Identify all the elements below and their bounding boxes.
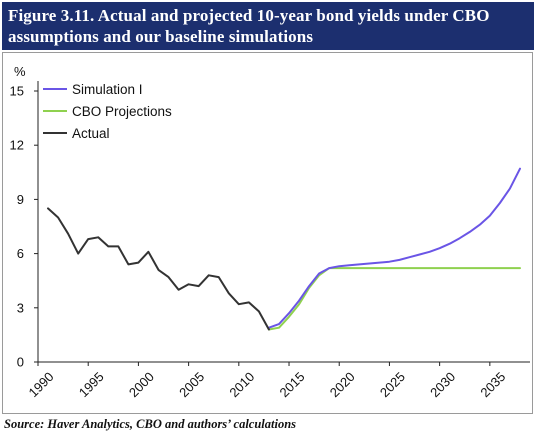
x-tick-label: 2035 bbox=[477, 369, 508, 400]
x-tick-label: 2000 bbox=[126, 369, 157, 400]
figure-title-line-2: assumptions and our baseline simulations bbox=[8, 27, 314, 46]
y-tick-label: 9 bbox=[17, 192, 24, 207]
legend-label-cbo-projections: CBO Projections bbox=[72, 104, 172, 119]
x-tick-label: 2020 bbox=[327, 369, 358, 400]
figure-source: Source: Haver Analytics, CBO and authors… bbox=[4, 417, 297, 431]
x-tick-label: 1990 bbox=[26, 369, 57, 400]
y-tick-label: 6 bbox=[17, 246, 24, 261]
y-axis-label: % bbox=[14, 64, 26, 79]
legend-label-actual: Actual bbox=[72, 126, 110, 141]
x-tick-label: 2010 bbox=[226, 369, 257, 400]
series-line-simulation-i bbox=[267, 167, 521, 329]
x-tick-label: 2005 bbox=[176, 369, 207, 400]
y-tick-label: 15 bbox=[10, 84, 24, 99]
x-tick-label: 2030 bbox=[427, 369, 458, 400]
y-tick-label: 12 bbox=[10, 138, 24, 153]
chart-frame bbox=[2, 52, 533, 414]
figure-title-bar: Figure 3.11. Actual and projected 10-yea… bbox=[2, 2, 534, 50]
legend-label-simulation-i: Simulation I bbox=[72, 82, 143, 97]
x-tick-label: 1995 bbox=[76, 369, 107, 400]
series-line-actual bbox=[47, 207, 270, 331]
series-line-cbo-projections bbox=[267, 267, 521, 331]
y-tick-label: 3 bbox=[17, 300, 24, 315]
y-tick-label: 0 bbox=[17, 355, 24, 370]
figure-title-line-1: Figure 3.11. Actual and projected 10-yea… bbox=[8, 6, 490, 25]
x-tick-label: 2015 bbox=[277, 369, 308, 400]
x-tick-label: 2025 bbox=[377, 369, 408, 400]
